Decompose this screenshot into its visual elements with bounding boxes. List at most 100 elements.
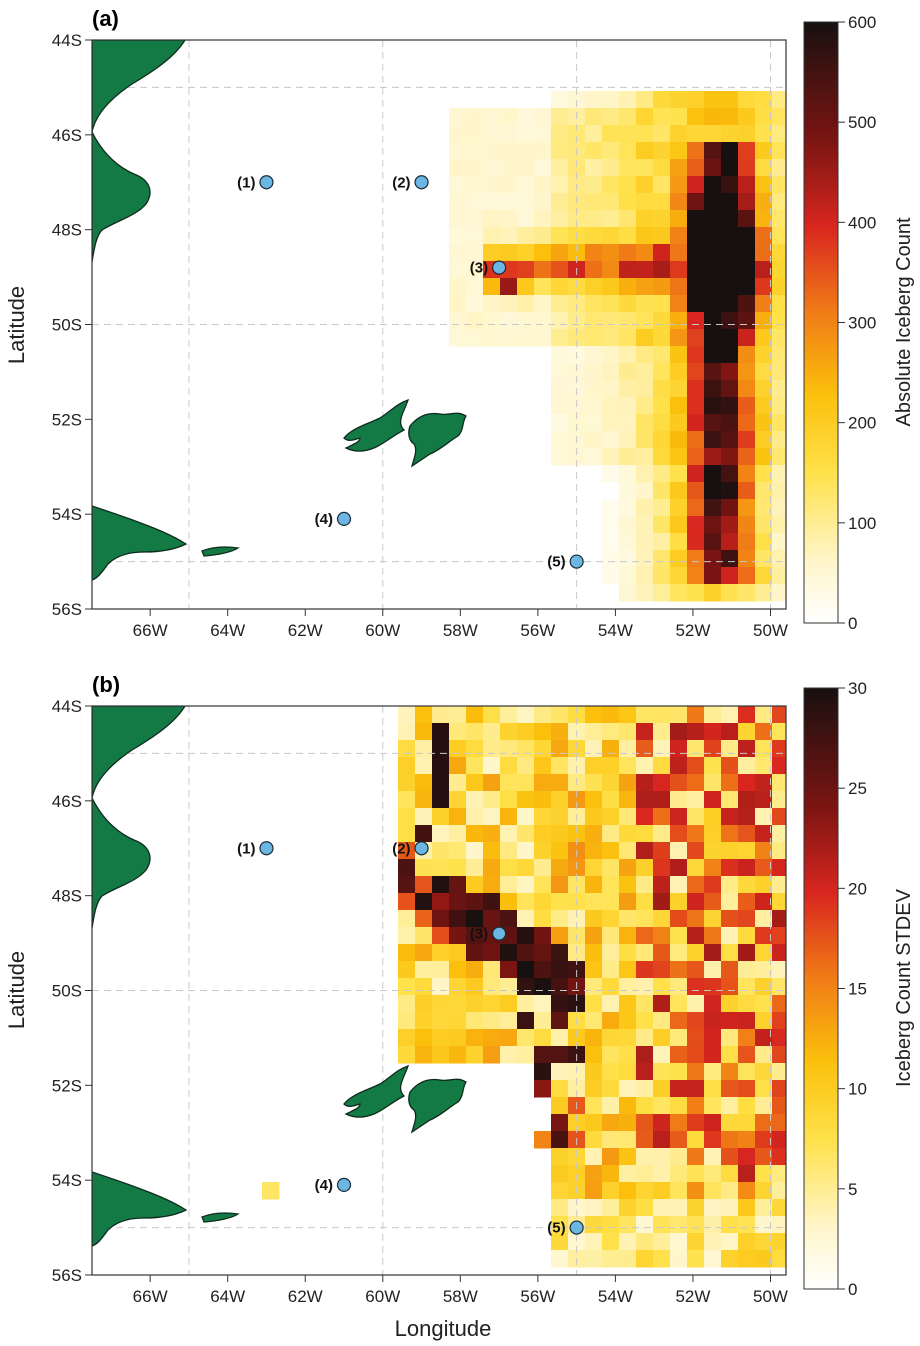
heatmap-cell xyxy=(670,859,688,877)
heatmap-cell xyxy=(738,295,756,313)
heatmap-cell xyxy=(483,706,501,724)
heatmap-cell xyxy=(772,893,786,911)
heatmap-cell xyxy=(670,1131,688,1149)
heatmap-cell xyxy=(500,723,518,741)
heatmap-cell xyxy=(721,142,739,160)
heatmap-cell xyxy=(704,774,722,792)
x-tick-label: 50W xyxy=(753,1287,788,1306)
heatmap-cell xyxy=(738,312,756,330)
heatmap-cell xyxy=(466,1012,484,1030)
heatmap-cell xyxy=(415,944,433,962)
heatmap-cell xyxy=(602,944,620,962)
heatmap-cell xyxy=(602,995,620,1013)
heatmap-cell xyxy=(687,176,705,194)
heatmap-cell xyxy=(449,808,467,826)
heatmap-cell xyxy=(772,1148,786,1166)
heatmap-cell xyxy=(738,159,756,177)
heatmap-cell xyxy=(585,1131,603,1149)
heatmap-cell xyxy=(585,706,603,724)
heatmap-cell xyxy=(687,431,705,449)
x-tick-label: 56W xyxy=(520,621,555,640)
heatmap-cell xyxy=(619,1097,637,1115)
heatmap-cell xyxy=(636,108,654,126)
heatmap-cell xyxy=(619,995,637,1013)
y-ticks-b: 44S 46S 48S 50S 52S 54S 56S xyxy=(52,697,92,1285)
heatmap-cell xyxy=(517,329,535,347)
x-tick-label: 66W xyxy=(133,1287,168,1306)
x-tick-label: 62W xyxy=(288,621,323,640)
heatmap-cell xyxy=(772,1114,786,1132)
heatmap-cell xyxy=(551,944,569,962)
heatmap-cell xyxy=(755,159,773,177)
heatmap-cell xyxy=(551,1029,569,1047)
heatmap-cell xyxy=(602,1182,620,1200)
heatmap-cell xyxy=(738,329,756,347)
heatmap-cell xyxy=(755,176,773,194)
heatmap-cell xyxy=(670,91,688,109)
heatmap-cell xyxy=(721,723,739,741)
heatmap-cell xyxy=(653,346,671,364)
heatmap-cell xyxy=(670,125,688,143)
heatmap-cell xyxy=(551,927,569,945)
heatmap-cell xyxy=(500,159,518,177)
heatmap-cell xyxy=(551,808,569,826)
heatmap-cell xyxy=(687,533,705,551)
heatmap-cell xyxy=(704,516,722,534)
heatmap-cell xyxy=(653,448,671,466)
heatmap-cell xyxy=(772,808,786,826)
heatmap-cell xyxy=(636,1097,654,1115)
heatmap-cell xyxy=(704,842,722,860)
heatmap-cell xyxy=(449,244,467,262)
heatmap-cell xyxy=(636,1216,654,1234)
heatmap-cell xyxy=(721,533,739,551)
heatmap-cell xyxy=(772,774,786,792)
heatmap-cell xyxy=(551,978,569,996)
heatmap-cell xyxy=(738,516,756,534)
heatmap-cell xyxy=(653,995,671,1013)
heatmap-cell xyxy=(653,91,671,109)
heatmap-cell xyxy=(755,380,773,398)
heatmap-cell xyxy=(687,1046,705,1064)
heatmap-cell xyxy=(755,1080,773,1098)
heatmap-cell xyxy=(466,791,484,809)
heatmap-cell xyxy=(755,995,773,1013)
heatmap-cell xyxy=(585,1080,603,1098)
heatmap-cell xyxy=(483,825,501,843)
heatmap-cell xyxy=(483,842,501,860)
heatmap-cell xyxy=(755,1114,773,1132)
heatmap-cell xyxy=(619,550,637,568)
heatmap-cell xyxy=(449,312,467,330)
heatmap-cell xyxy=(398,910,416,928)
heatmap-cell xyxy=(721,927,739,945)
heatmap-cell xyxy=(772,1131,786,1149)
heatmap-cell xyxy=(704,1233,722,1251)
heatmap-cell xyxy=(738,346,756,364)
heatmap-cell xyxy=(466,978,484,996)
heatmap-cell xyxy=(704,1148,722,1166)
heatmap-cell xyxy=(721,91,739,109)
heatmap-cell xyxy=(721,516,739,534)
heatmap-cell xyxy=(483,774,501,792)
heatmap-cell xyxy=(704,910,722,928)
heatmap-cell xyxy=(619,876,637,894)
heatmap-cell xyxy=(636,329,654,347)
map-plot-b: (1) (2) (3) (4) (5) xyxy=(92,706,786,1275)
heatmap-cell xyxy=(619,1233,637,1251)
heatmap-cell xyxy=(619,346,637,364)
heatmap-cell xyxy=(500,278,518,296)
heatmap-cell xyxy=(653,825,671,843)
heatmap-cell xyxy=(738,431,756,449)
heatmap-cell xyxy=(415,978,433,996)
heatmap-cell xyxy=(619,706,637,724)
heatmap-cell xyxy=(449,961,467,979)
heatmap-cell xyxy=(772,550,786,568)
x-tick-label: 62W xyxy=(288,1287,323,1306)
heatmap-cell xyxy=(568,329,586,347)
heatmap-cell xyxy=(551,1046,569,1064)
heatmap-cell xyxy=(687,312,705,330)
heatmap-cell xyxy=(619,448,637,466)
heatmap-cell xyxy=(653,295,671,313)
heatmap-cell xyxy=(534,757,552,775)
heatmap-cell xyxy=(415,740,433,758)
heatmap-cell xyxy=(500,825,518,843)
